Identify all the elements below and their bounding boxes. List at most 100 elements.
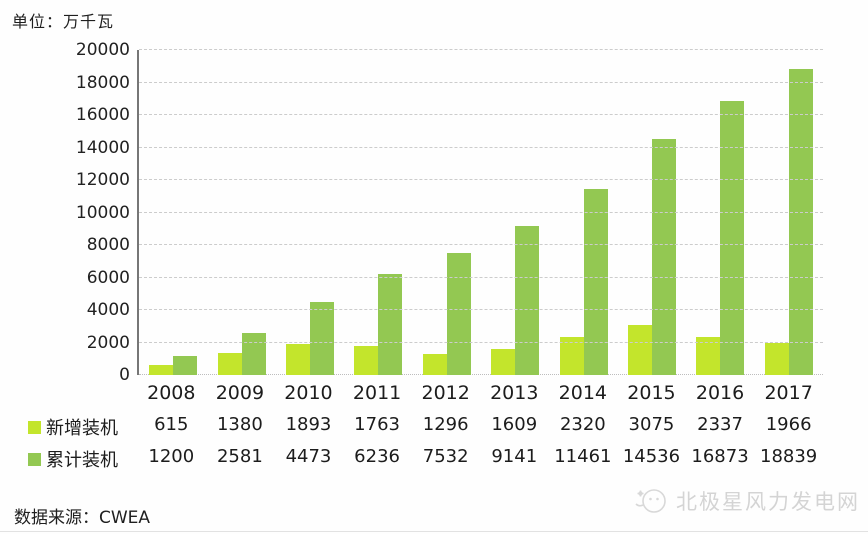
- bar-新增装机-2013: [491, 348, 516, 375]
- bar-columns: [139, 50, 823, 375]
- gridline-20000: [139, 49, 823, 50]
- y-tick-label-10000: 10000: [75, 202, 130, 223]
- y-tick-label-6000: 6000: [86, 267, 130, 288]
- table-cell-累计装机-2015: 14536: [622, 446, 681, 467]
- bar-累计装机-2008: [173, 355, 198, 375]
- bar-累计装机-2015: [652, 138, 677, 375]
- bar-group-2017: [755, 50, 823, 375]
- y-tick-label-8000: 8000: [86, 235, 130, 255]
- legend-item-new-installed: 新增装机: [28, 414, 136, 440]
- bar-新增装机-2011: [354, 346, 379, 375]
- bar-累计装机-2012: [446, 252, 471, 375]
- y-tick-label-12000: 12000: [75, 170, 130, 190]
- table-cell-新增装机-2013: 1609: [491, 414, 538, 435]
- bar-group-2013: [481, 50, 549, 375]
- bar-group-2010: [276, 50, 344, 375]
- table-cell-累计装机-2013: 9141: [491, 446, 538, 467]
- bar-累计装机-2009: [241, 333, 266, 375]
- bar-累计装机-2011: [378, 273, 403, 375]
- plot-area: [137, 49, 823, 375]
- gridline-4000: [139, 309, 823, 310]
- legend-swatch-new-installed-icon: [28, 420, 41, 434]
- bar-新增装机-2009: [217, 352, 242, 375]
- table-cell-新增装机-2008: 615: [154, 414, 189, 435]
- bar-group-2009: [207, 50, 275, 375]
- table-cell-累计装机-2011: 6236: [354, 446, 400, 467]
- table-cell-新增装机-2009: 1380: [216, 414, 263, 435]
- bar-group-2011: [344, 50, 412, 375]
- bar-新增装机-2008: [149, 365, 174, 375]
- x-axis-baseline: [139, 374, 823, 375]
- table-cell-累计装机-2010: 4473: [285, 446, 332, 467]
- gridline-14000: [139, 146, 823, 148]
- bar-累计装机-2010: [310, 302, 335, 375]
- gridline-10000: [139, 211, 823, 213]
- watermark-text: 北极星风力发电网: [676, 490, 860, 514]
- table-cell-累计装机-2014: 11461: [554, 446, 612, 467]
- bar-新增装机-2017: [764, 343, 789, 375]
- table-row-new-installed: 615 1380 1893 1763 1296 1609 2320 3075 2337 1966: [137, 414, 823, 435]
- table-cell-新增装机-2015: 3075: [628, 414, 675, 435]
- unit-label: 单位：万千瓦: [12, 12, 115, 31]
- table-row-cumulative: 1200 2581 4473 6236 7532 9141 11461 14536 16873 1…: [137, 446, 823, 467]
- y-tick-label-14000: 14000: [75, 137, 130, 158]
- polaris-star-logo-icon: [632, 482, 670, 520]
- table-cell-新增装机-2011: 1763: [354, 414, 400, 435]
- table-cell-累计装机-2017: 18839: [760, 446, 818, 467]
- bar-累计装机-2017: [788, 68, 813, 375]
- y-tick-label-0: 0: [119, 365, 130, 385]
- x-tick-label-2012: 2012: [421, 382, 470, 404]
- bar-新增装机-2012: [422, 353, 447, 375]
- table-cell-新增装机-2010: 1893: [285, 414, 332, 435]
- bar-新增装机-2016: [696, 337, 721, 375]
- x-tick-label-2015: 2015: [627, 382, 676, 404]
- y-tick-label-2000: 2000: [86, 332, 130, 353]
- data-source-label: 数据来源：CWEA: [14, 508, 151, 528]
- bar-新增装机-2014: [559, 337, 584, 375]
- table-cell-新增装机-2016: 2337: [697, 414, 743, 435]
- gridline-18000: [139, 81, 823, 83]
- x-tick-label-2014: 2014: [558, 382, 608, 404]
- x-tick-label-2010: 2010: [284, 382, 333, 404]
- bar-group-2008: [139, 50, 207, 375]
- bar-group-2015: [618, 50, 686, 375]
- bar-累计装机-2014: [583, 188, 608, 375]
- table-cell-新增装机-2012: 1296: [422, 414, 469, 435]
- table-cell-新增装机-2014: 2320: [559, 414, 606, 435]
- legend-label-new-installed: 新增装机: [46, 418, 118, 439]
- legend-item-cumulative: 累计装机: [28, 446, 136, 472]
- legend-swatch-cumulative-icon: [28, 452, 41, 466]
- gridline-6000: [139, 276, 823, 278]
- y-tick-label-18000: 18000: [75, 72, 130, 93]
- bar-累计装机-2013: [515, 226, 540, 375]
- bottom-divider: [0, 531, 868, 532]
- y-tick-label-20000: 20000: [75, 40, 130, 60]
- bar-group-2012: [413, 50, 481, 375]
- watermark: 北极星风力发电网: [632, 482, 860, 520]
- gridline-12000: [139, 179, 823, 180]
- x-tick-label-2013: 2013: [490, 382, 539, 404]
- x-tick-label-2009: 2009: [215, 382, 265, 404]
- x-tick-label-2016: 2016: [695, 382, 745, 404]
- x-tick-label-2017: 2017: [764, 382, 813, 404]
- x-tick-label-2008: 2008: [147, 382, 196, 404]
- bar-group-2014: [549, 50, 617, 375]
- table-cell-累计装机-2016: 16873: [691, 446, 749, 467]
- y-tick-label-4000: 4000: [86, 300, 130, 320]
- table-cell-新增装机-2017: 1966: [765, 414, 812, 435]
- y-tick-label-16000: 16000: [75, 105, 130, 125]
- bar-新增装机-2015: [628, 325, 653, 375]
- gridline-2000: [139, 341, 823, 343]
- table-cell-累计装机-2009: 2581: [216, 446, 263, 467]
- table-cell-累计装机-2008: 1200: [148, 446, 195, 467]
- bar-累计装机-2016: [720, 100, 745, 375]
- bar-新增装机-2010: [286, 344, 311, 375]
- gridline-8000: [139, 244, 823, 245]
- legend-label-cumulative: 累计装机: [46, 450, 118, 471]
- x-axis-labels: 2008 2009 2010 2011 2012 2013 2014 2015 2016 2017: [137, 382, 823, 404]
- x-tick-label-2011: 2011: [352, 382, 402, 404]
- gridline-16000: [139, 114, 823, 115]
- table-cell-累计装机-2012: 7532: [422, 446, 469, 467]
- bar-group-2016: [686, 50, 754, 375]
